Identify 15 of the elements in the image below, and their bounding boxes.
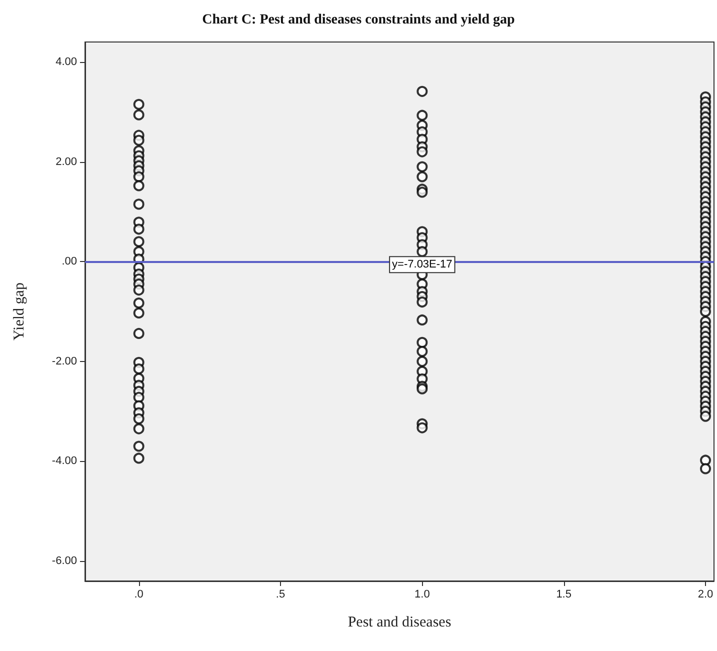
y-tick-label: 2.00 <box>56 156 77 168</box>
x-tick-label: 1.5 <box>556 588 572 600</box>
y-axis-title: Yield gap <box>12 282 28 340</box>
y-tick-label: .00 <box>62 256 77 268</box>
chart-title: Chart C: Pest and diseases constraints and yield gap <box>202 12 516 28</box>
y-tick-label: -6.00 <box>52 555 77 568</box>
x-tick-label: 1.0 <box>414 588 430 600</box>
y-tick-label: 4.00 <box>56 56 77 68</box>
x-tick-label: .0 <box>134 588 144 600</box>
x-axis-title: Pest and diseases <box>348 614 452 630</box>
x-tick-label: 2.0 <box>698 588 714 600</box>
y-tick-label: -4.00 <box>52 455 77 468</box>
x-tick-label: .5 <box>276 588 286 600</box>
y-tick-label: -2.00 <box>52 355 77 368</box>
annotation: y=-7.03E-17 <box>392 258 452 271</box>
